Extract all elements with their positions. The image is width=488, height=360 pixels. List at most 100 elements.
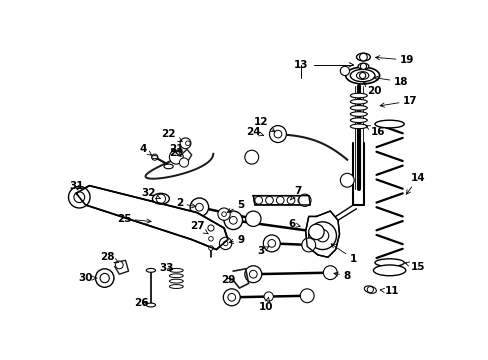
Text: 30: 30 <box>78 273 97 283</box>
Polygon shape <box>115 260 128 274</box>
Circle shape <box>218 208 230 220</box>
Text: 17: 17 <box>379 96 417 107</box>
Text: 10: 10 <box>259 297 273 311</box>
Ellipse shape <box>349 93 366 98</box>
Circle shape <box>298 194 310 206</box>
Ellipse shape <box>349 124 366 129</box>
Polygon shape <box>305 211 339 257</box>
Polygon shape <box>233 269 248 288</box>
Circle shape <box>244 266 261 283</box>
Text: 11: 11 <box>379 286 398 296</box>
Ellipse shape <box>169 279 183 283</box>
Circle shape <box>195 203 203 211</box>
Circle shape <box>264 292 273 301</box>
Circle shape <box>340 173 353 187</box>
Text: 5: 5 <box>227 200 244 212</box>
Ellipse shape <box>349 99 366 104</box>
Circle shape <box>340 66 349 76</box>
Circle shape <box>269 126 286 143</box>
Text: 19: 19 <box>375 55 414 65</box>
Circle shape <box>359 72 365 78</box>
Ellipse shape <box>146 269 155 272</box>
Circle shape <box>74 192 84 203</box>
Polygon shape <box>253 195 310 205</box>
Circle shape <box>156 194 165 203</box>
Ellipse shape <box>374 120 404 128</box>
Circle shape <box>301 238 315 252</box>
Circle shape <box>221 212 226 216</box>
Circle shape <box>207 225 214 231</box>
Text: 21: 21 <box>169 144 183 154</box>
Text: 25: 25 <box>117 214 151 224</box>
Ellipse shape <box>349 69 374 82</box>
Circle shape <box>274 130 281 138</box>
Circle shape <box>254 197 262 204</box>
Text: 1: 1 <box>330 244 356 264</box>
Text: 13: 13 <box>293 60 353 70</box>
Circle shape <box>323 266 337 280</box>
Circle shape <box>244 150 258 164</box>
Circle shape <box>263 235 280 252</box>
Circle shape <box>308 222 336 249</box>
Text: 7: 7 <box>290 186 301 200</box>
Ellipse shape <box>356 53 369 61</box>
Circle shape <box>276 197 284 204</box>
Ellipse shape <box>163 164 173 169</box>
Text: 8: 8 <box>333 271 350 281</box>
Circle shape <box>265 197 273 204</box>
Text: 16: 16 <box>365 126 385 137</box>
Text: 24: 24 <box>245 127 263 137</box>
Circle shape <box>286 197 294 204</box>
Ellipse shape <box>152 193 169 204</box>
Ellipse shape <box>349 118 366 122</box>
Ellipse shape <box>169 269 183 272</box>
Text: 12: 12 <box>253 117 274 132</box>
Circle shape <box>208 246 213 250</box>
Circle shape <box>249 270 257 278</box>
Text: 14: 14 <box>406 173 425 194</box>
Circle shape <box>208 237 213 241</box>
Text: 18: 18 <box>373 76 407 87</box>
Circle shape <box>190 198 208 216</box>
Circle shape <box>115 261 123 269</box>
Circle shape <box>223 289 240 306</box>
Text: 29: 29 <box>220 275 235 285</box>
Circle shape <box>68 186 90 208</box>
Circle shape <box>180 138 190 149</box>
Text: 26: 26 <box>133 298 148 309</box>
Circle shape <box>308 224 324 239</box>
Text: 20: 20 <box>363 82 381 96</box>
Circle shape <box>179 158 188 167</box>
Circle shape <box>151 154 158 160</box>
Circle shape <box>267 239 275 247</box>
Ellipse shape <box>146 303 155 307</box>
Text: 3: 3 <box>257 246 268 256</box>
Circle shape <box>229 216 237 224</box>
Ellipse shape <box>374 259 404 266</box>
Circle shape <box>185 141 190 145</box>
Text: 4: 4 <box>139 144 151 155</box>
Circle shape <box>223 241 227 246</box>
Circle shape <box>224 211 242 230</box>
Circle shape <box>245 211 261 226</box>
Circle shape <box>100 274 109 283</box>
Circle shape <box>95 269 114 287</box>
Ellipse shape <box>373 265 405 276</box>
Text: 32: 32 <box>141 188 160 199</box>
Ellipse shape <box>364 286 376 293</box>
Circle shape <box>297 197 305 204</box>
Ellipse shape <box>349 105 366 110</box>
Circle shape <box>359 53 366 61</box>
Text: 28: 28 <box>100 252 119 262</box>
Text: 22: 22 <box>161 129 182 141</box>
Polygon shape <box>76 186 227 249</box>
Circle shape <box>219 237 231 249</box>
Text: 15: 15 <box>404 261 425 271</box>
Circle shape <box>316 230 328 242</box>
Text: 2: 2 <box>175 198 195 208</box>
Circle shape <box>227 293 235 301</box>
Ellipse shape <box>345 67 379 84</box>
Ellipse shape <box>349 112 366 116</box>
Ellipse shape <box>169 274 183 278</box>
Circle shape <box>300 289 313 303</box>
